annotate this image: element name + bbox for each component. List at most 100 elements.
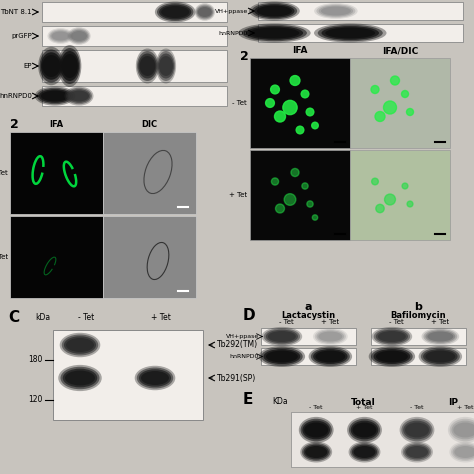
Ellipse shape: [266, 329, 298, 343]
Bar: [258, 24, 463, 42]
Bar: [42, 86, 227, 106]
Ellipse shape: [261, 347, 303, 365]
Circle shape: [306, 108, 314, 116]
Text: VH+ppase: VH+ppase: [226, 334, 259, 339]
Text: kDa: kDa: [35, 313, 50, 322]
Text: IP: IP: [448, 398, 458, 407]
Ellipse shape: [374, 349, 410, 364]
Text: Tb292(TM): Tb292(TM): [217, 340, 258, 349]
Circle shape: [407, 109, 413, 116]
Ellipse shape: [50, 30, 71, 42]
Text: - Tet: - Tet: [389, 319, 404, 325]
Ellipse shape: [353, 422, 376, 438]
Text: hnRNPD0: hnRNPD0: [0, 93, 32, 99]
Ellipse shape: [425, 330, 456, 343]
Text: hnRNPD0: hnRNPD0: [229, 354, 259, 359]
Ellipse shape: [425, 350, 456, 363]
Ellipse shape: [318, 25, 383, 41]
Ellipse shape: [449, 441, 474, 463]
Ellipse shape: [421, 328, 459, 345]
Ellipse shape: [66, 338, 94, 352]
Text: - Tet: - Tet: [78, 313, 94, 322]
Ellipse shape: [351, 420, 378, 439]
Ellipse shape: [311, 347, 350, 365]
Ellipse shape: [135, 366, 175, 390]
Ellipse shape: [374, 328, 410, 345]
Circle shape: [372, 178, 378, 185]
Ellipse shape: [321, 26, 379, 40]
Ellipse shape: [61, 367, 100, 389]
Text: IFA: IFA: [49, 120, 64, 129]
Ellipse shape: [452, 420, 474, 439]
Ellipse shape: [423, 349, 457, 364]
Ellipse shape: [321, 7, 351, 16]
Ellipse shape: [41, 91, 69, 101]
Bar: [371, 348, 466, 365]
Bar: [42, 50, 227, 82]
Ellipse shape: [400, 417, 434, 443]
Ellipse shape: [62, 54, 78, 78]
Bar: [350, 58, 450, 148]
Ellipse shape: [401, 441, 433, 463]
Circle shape: [376, 204, 384, 213]
Ellipse shape: [58, 45, 82, 87]
Ellipse shape: [71, 31, 87, 41]
Ellipse shape: [47, 28, 73, 44]
Text: EP: EP: [24, 63, 32, 69]
Ellipse shape: [350, 443, 379, 461]
Ellipse shape: [372, 327, 412, 346]
Ellipse shape: [325, 27, 375, 38]
Text: a: a: [305, 302, 312, 312]
Bar: [371, 328, 466, 345]
Circle shape: [371, 85, 379, 93]
Ellipse shape: [406, 446, 428, 458]
Ellipse shape: [314, 3, 358, 19]
Ellipse shape: [403, 420, 431, 439]
Circle shape: [312, 122, 319, 129]
Ellipse shape: [352, 445, 377, 459]
Text: hnRNPD0: hnRNPD0: [219, 30, 248, 36]
Ellipse shape: [69, 91, 89, 101]
Bar: [42, 26, 227, 46]
Text: - Tet: - Tet: [410, 405, 424, 410]
Bar: [53, 330, 203, 420]
Ellipse shape: [319, 5, 353, 17]
Text: 120: 120: [28, 395, 43, 404]
Ellipse shape: [238, 23, 310, 43]
Ellipse shape: [347, 417, 382, 443]
Ellipse shape: [158, 54, 174, 79]
Ellipse shape: [155, 1, 195, 22]
Ellipse shape: [309, 346, 352, 367]
Ellipse shape: [454, 446, 474, 458]
Ellipse shape: [317, 4, 356, 18]
Ellipse shape: [268, 331, 296, 342]
Ellipse shape: [64, 86, 93, 106]
Ellipse shape: [376, 329, 408, 343]
Text: Lactacystin: Lactacystin: [282, 311, 336, 320]
Circle shape: [283, 100, 297, 115]
Ellipse shape: [67, 27, 91, 45]
Ellipse shape: [137, 51, 158, 81]
Circle shape: [407, 201, 413, 207]
Ellipse shape: [198, 7, 212, 17]
Ellipse shape: [428, 331, 453, 341]
Ellipse shape: [302, 443, 330, 461]
Text: Tb291(SP): Tb291(SP): [217, 374, 256, 383]
Ellipse shape: [448, 417, 474, 443]
Text: prGFP: prGFP: [11, 33, 32, 39]
Ellipse shape: [348, 441, 381, 463]
Ellipse shape: [403, 443, 431, 461]
Ellipse shape: [138, 54, 156, 79]
Ellipse shape: [315, 329, 346, 344]
Text: 2: 2: [10, 118, 19, 131]
Text: 180: 180: [28, 356, 43, 365]
Ellipse shape: [139, 56, 155, 76]
Ellipse shape: [67, 89, 91, 103]
Ellipse shape: [299, 417, 334, 443]
Circle shape: [307, 201, 313, 207]
Ellipse shape: [63, 369, 97, 387]
Ellipse shape: [319, 331, 342, 341]
Ellipse shape: [401, 419, 433, 441]
Ellipse shape: [139, 369, 171, 387]
Ellipse shape: [257, 6, 292, 17]
